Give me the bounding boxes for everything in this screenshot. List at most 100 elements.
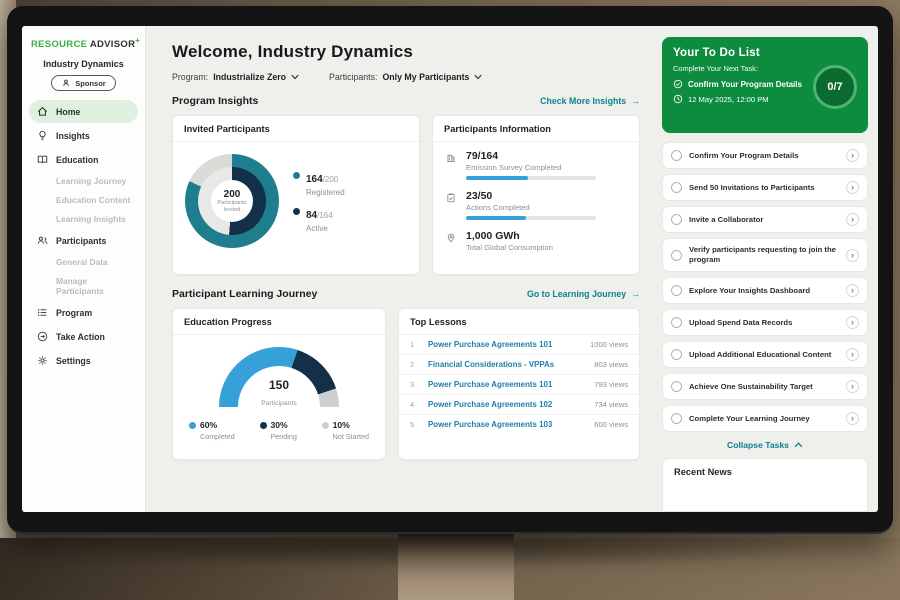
check-more-insights-link[interactable]: Check More Insights →: [540, 96, 640, 106]
info-label: Total Global Consumption: [466, 243, 553, 252]
lesson-views: 734 views: [594, 400, 628, 409]
program-insights-header: Program Insights Check More Insights →: [172, 95, 640, 107]
checkbox-icon[interactable]: [671, 182, 682, 193]
info-row-consumption: 1,000 GWh Total Global Consumption: [433, 222, 639, 254]
participants-select[interactable]: Participants: Only My Participants: [329, 72, 483, 82]
lesson-row[interactable]: 4 Power Purchase Agreements 102 734 view…: [399, 395, 639, 415]
lesson-row[interactable]: 3 Power Purchase Agreements 101 793 view…: [399, 375, 639, 395]
insights-cards-row: Invited Participants 200 Participants In…: [172, 115, 640, 275]
lesson-title-link[interactable]: Power Purchase Agreements 101: [428, 380, 553, 389]
lesson-title-link[interactable]: Power Purchase Agreements 102: [428, 400, 553, 409]
lesson-title-link[interactable]: Power Purchase Agreements 101: [428, 340, 553, 349]
program-select-label: Program:: [172, 72, 209, 82]
legend-dot: [259, 421, 267, 429]
monitor-bezel: RESOURCE ADVISOR+ Industry Dynamics Spon…: [7, 6, 893, 534]
chevron-right-icon[interactable]: ›: [846, 412, 859, 425]
checkbox-icon[interactable]: [671, 150, 682, 161]
sidebar-item-education-content[interactable]: Education Content: [56, 195, 131, 206]
chevron-right-icon[interactable]: ›: [846, 248, 859, 262]
chevron-right-icon[interactable]: ›: [846, 348, 859, 361]
chevron-right-icon[interactable]: ›: [846, 149, 859, 162]
task-row-send-invitations[interactable]: Send 50 Invitations to Participants ›: [662, 174, 868, 201]
task-row-explore-insights[interactable]: Explore Your Insights Dashboard ›: [662, 277, 868, 304]
todo-progress-ring: 0/7: [813, 65, 857, 109]
lesson-title-link[interactable]: Financial Considerations - VPPAs: [428, 360, 555, 369]
legend-label: Completed: [200, 432, 235, 441]
lesson-views: 803 views: [594, 360, 628, 369]
chevron-right-icon[interactable]: ›: [846, 181, 859, 194]
participants-select-label: Participants:: [329, 72, 378, 82]
donut-center-label: Participants Invited: [217, 199, 247, 213]
task-row-invite-collaborator[interactable]: Invite a Collaborator ›: [662, 206, 868, 233]
education-progress-card: Education Progress 150 Participants 60% …: [172, 308, 386, 460]
sidebar-item-home[interactable]: Home: [29, 100, 138, 124]
task-label: Send 50 Invitations to Participants: [689, 182, 815, 192]
sidebar-item-general-data[interactable]: General Data: [56, 257, 108, 268]
progress-fill: [466, 216, 526, 220]
info-label: Emission Survey Completed: [466, 163, 562, 172]
program-select-value: Industrialize Zero: [213, 72, 287, 82]
program-select[interactable]: Program: Industrialize Zero: [172, 72, 299, 82]
collapse-tasks-link[interactable]: Collapse Tasks: [727, 440, 803, 450]
gauge-center: 150 Participants: [219, 378, 339, 410]
sidebar-item-learning-journey[interactable]: Learning Journey: [56, 176, 127, 187]
legend-dot: [293, 172, 300, 179]
card-title: Top Lessons: [399, 309, 639, 335]
go-to-learning-journey-link[interactable]: Go to Learning Journey →: [527, 289, 640, 299]
checkbox-icon[interactable]: [671, 285, 682, 296]
todo-due-date: 12 May 2025, 12:00 PM: [673, 94, 857, 104]
lesson-row[interactable]: 2 Financial Considerations - VPPAs 803 v…: [399, 355, 639, 375]
task-label: Complete Your Learning Journey: [689, 413, 810, 423]
task-label: Verify participants requesting to join t…: [689, 245, 836, 264]
checkbox-icon[interactable]: [671, 381, 682, 392]
sidebar-nav: Home Insights Education Learning Journey…: [29, 100, 138, 372]
lesson-row[interactable]: 5 Power Purchase Agreements 103 600 view…: [399, 415, 639, 434]
task-row-complete-learning-journey[interactable]: Complete Your Learning Journey ›: [662, 405, 868, 432]
lesson-title-link[interactable]: Power Purchase Agreements 103: [428, 420, 553, 429]
checkbox-icon[interactable]: [671, 317, 682, 328]
organization-name: Industry Dynamics: [43, 59, 124, 70]
legend-registered: 164/200 Registered: [293, 169, 345, 197]
chevron-right-icon[interactable]: ›: [846, 316, 859, 329]
sponsor-label: Sponsor: [75, 78, 106, 88]
task-row-achieve-target[interactable]: Achieve One Sustainability Target ›: [662, 373, 868, 400]
lesson-rank: 4: [410, 400, 415, 409]
legend-dot: [321, 421, 329, 429]
sidebar-item-program[interactable]: Program: [29, 301, 138, 324]
task-label: Achieve One Sustainability Target: [689, 381, 813, 391]
clipboard-check-icon: [445, 192, 457, 204]
legend-completed: 60% Completed: [189, 420, 235, 441]
card-title: Education Progress: [173, 309, 385, 335]
link-label: Go to Learning Journey: [526, 289, 627, 299]
task-row-upload-spend-data[interactable]: Upload Spend Data Records ›: [662, 309, 868, 336]
task-row-upload-educational-content[interactable]: Upload Additional Educational Content ›: [662, 341, 868, 368]
checkbox-icon[interactable]: [671, 249, 682, 261]
sidebar-item-insights[interactable]: Insights: [29, 124, 138, 147]
task-label: Confirm Your Program Details: [689, 150, 799, 160]
checkbox-icon[interactable]: [671, 413, 682, 424]
chevron-right-icon[interactable]: ›: [846, 284, 859, 297]
arrow-right-icon: →: [631, 96, 640, 106]
checkbox-icon[interactable]: [671, 214, 682, 225]
sidebar-item-education[interactable]: Education: [29, 148, 138, 171]
donut-center: 200 Participants Invited: [211, 180, 253, 222]
task-row-verify-participants[interactable]: Verify participants requesting to join t…: [662, 238, 868, 272]
task-row-confirm-program[interactable]: Confirm Your Program Details ›: [662, 142, 868, 169]
chevron-right-icon[interactable]: ›: [846, 380, 859, 393]
sidebar-item-learning-insights[interactable]: Learning Insights: [56, 214, 126, 225]
sponsor-badge[interactable]: Sponsor: [51, 75, 116, 92]
checkbox-icon[interactable]: [671, 349, 682, 360]
lesson-rank: 3: [410, 380, 415, 389]
clock-icon: [673, 94, 683, 104]
collapse-label: Collapse Tasks: [727, 440, 789, 450]
chevron-right-icon[interactable]: ›: [846, 213, 859, 226]
lesson-row[interactable]: 1 Power Purchase Agreements 101 1000 vie…: [399, 335, 639, 355]
sidebar-item-manage-participants[interactable]: Manage Participants: [56, 276, 104, 297]
participants-information-card: Participants Information 79/164 Emission…: [432, 115, 640, 275]
sidebar-item-take-action[interactable]: Take Action: [29, 325, 138, 348]
info-value: 79/164: [466, 150, 499, 162]
gauge-center-label: Participants: [261, 400, 297, 407]
sidebar-item-participants[interactable]: Participants: [29, 229, 138, 252]
chevron-down-icon: [474, 74, 483, 80]
sidebar-item-settings[interactable]: Settings: [29, 349, 138, 372]
